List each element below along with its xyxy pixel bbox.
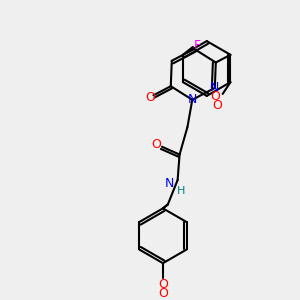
Text: O: O [151, 138, 161, 151]
Text: O: O [145, 91, 155, 103]
Text: N: N [165, 177, 175, 190]
Text: O: O [158, 287, 168, 300]
Text: O: O [212, 99, 222, 112]
Text: O: O [158, 278, 168, 291]
Text: F: F [194, 38, 201, 52]
Text: N: N [210, 81, 220, 94]
Text: H: H [177, 186, 185, 196]
Text: O: O [210, 90, 220, 104]
Text: N: N [188, 93, 197, 106]
